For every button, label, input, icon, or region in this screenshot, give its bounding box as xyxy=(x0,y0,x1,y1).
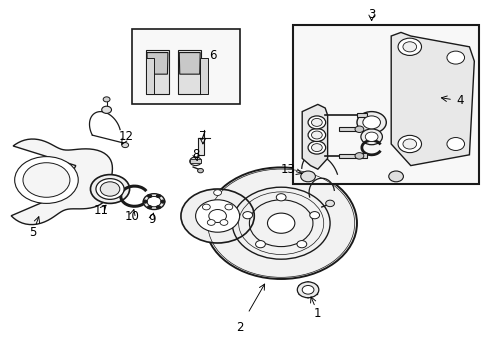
Circle shape xyxy=(307,129,325,141)
Circle shape xyxy=(356,112,386,133)
Circle shape xyxy=(122,143,128,148)
Circle shape xyxy=(224,204,232,210)
Circle shape xyxy=(267,213,294,233)
Circle shape xyxy=(309,212,319,219)
Text: 4: 4 xyxy=(455,94,463,107)
Polygon shape xyxy=(179,53,200,74)
Text: 2: 2 xyxy=(235,321,243,334)
Circle shape xyxy=(147,194,151,197)
Circle shape xyxy=(354,126,363,132)
Circle shape xyxy=(100,182,120,196)
Circle shape xyxy=(397,38,421,55)
Circle shape xyxy=(161,200,164,203)
Circle shape xyxy=(255,240,265,248)
Circle shape xyxy=(362,116,380,129)
Text: 6: 6 xyxy=(208,49,216,62)
Polygon shape xyxy=(200,58,208,94)
Circle shape xyxy=(365,132,377,141)
Circle shape xyxy=(300,171,315,182)
Bar xyxy=(338,127,359,131)
Text: 12: 12 xyxy=(119,130,133,143)
Text: 13: 13 xyxy=(281,163,295,176)
Circle shape xyxy=(205,167,356,279)
Circle shape xyxy=(307,116,325,129)
Text: 7: 7 xyxy=(199,130,206,143)
Text: 10: 10 xyxy=(124,210,139,222)
Circle shape xyxy=(360,129,382,145)
Circle shape xyxy=(302,285,313,294)
Bar xyxy=(189,159,201,163)
Text: 11: 11 xyxy=(94,204,108,217)
Circle shape xyxy=(213,190,221,195)
Circle shape xyxy=(202,204,210,210)
Polygon shape xyxy=(145,58,153,94)
Bar xyxy=(293,25,478,184)
Circle shape xyxy=(15,157,78,203)
Circle shape xyxy=(446,51,464,64)
Circle shape xyxy=(311,144,322,152)
Circle shape xyxy=(189,157,201,166)
Circle shape xyxy=(402,139,416,149)
Circle shape xyxy=(311,118,322,126)
Circle shape xyxy=(388,171,403,182)
Circle shape xyxy=(296,240,306,248)
Circle shape xyxy=(181,189,254,243)
Circle shape xyxy=(402,42,416,52)
Circle shape xyxy=(197,168,203,173)
Text: 1: 1 xyxy=(313,307,321,320)
Bar xyxy=(356,113,366,117)
Polygon shape xyxy=(302,104,327,169)
Polygon shape xyxy=(145,50,169,94)
Circle shape xyxy=(207,220,215,225)
Circle shape xyxy=(243,212,252,219)
Text: 5: 5 xyxy=(29,226,37,239)
Text: 9: 9 xyxy=(147,213,155,226)
Circle shape xyxy=(103,97,110,102)
Text: 3: 3 xyxy=(367,8,375,21)
Bar xyxy=(198,138,203,155)
Circle shape xyxy=(195,200,239,232)
Polygon shape xyxy=(11,139,112,225)
Circle shape xyxy=(143,200,147,203)
Circle shape xyxy=(354,153,363,159)
Circle shape xyxy=(156,206,160,209)
Circle shape xyxy=(102,106,111,113)
Circle shape xyxy=(147,206,151,209)
Circle shape xyxy=(297,282,318,298)
Circle shape xyxy=(220,220,227,225)
Circle shape xyxy=(446,138,464,150)
Circle shape xyxy=(307,141,325,154)
Circle shape xyxy=(147,197,161,207)
Circle shape xyxy=(208,210,226,222)
Bar xyxy=(356,153,366,158)
Polygon shape xyxy=(178,50,201,94)
Circle shape xyxy=(90,175,129,203)
Bar xyxy=(338,154,359,158)
Circle shape xyxy=(325,200,334,207)
Bar xyxy=(132,29,239,104)
Circle shape xyxy=(96,179,124,199)
Circle shape xyxy=(156,194,160,197)
Polygon shape xyxy=(147,53,167,74)
Circle shape xyxy=(276,194,285,201)
Circle shape xyxy=(23,163,70,197)
Text: 8: 8 xyxy=(191,148,199,161)
Circle shape xyxy=(143,194,164,210)
Circle shape xyxy=(397,135,421,153)
Polygon shape xyxy=(390,32,473,166)
Circle shape xyxy=(311,131,322,139)
